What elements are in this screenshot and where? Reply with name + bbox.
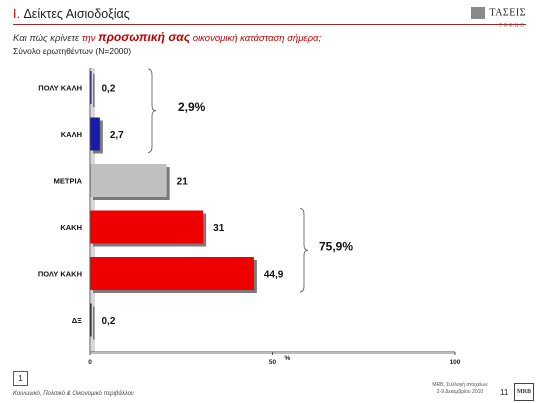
question-suffix: οικονομική κατάσταση σήμερα;: [192, 33, 322, 44]
value-label: 44,9: [264, 270, 284, 281]
group-brace: [147, 68, 157, 153]
x-tick-label: 100: [450, 359, 461, 366]
value-label: 0,2: [102, 316, 116, 327]
header-divider: [13, 24, 526, 25]
axis-shadow: [91, 68, 95, 352]
footer-section-box: 1: [13, 371, 28, 386]
page-number: 11: [500, 388, 509, 397]
bar-shadow: [93, 306, 95, 340]
bar-6: [90, 303, 92, 337]
x-unit-label: %: [285, 355, 291, 362]
value-label: 2,7: [110, 130, 124, 141]
value-label: 21: [177, 177, 189, 188]
logo-name: ΤΑΣΕΙΣ: [489, 7, 526, 19]
bar-2: [90, 117, 100, 151]
group-total-label: 75,9%: [319, 239, 353, 253]
logo-mark-icon: [470, 6, 485, 19]
bar-5: [90, 257, 254, 290]
bar-1: [90, 71, 92, 104]
question-accent: την: [81, 33, 96, 44]
question-emphasis: προσωπική σας: [98, 30, 191, 44]
bar-shadow: [93, 74, 95, 107]
category-label: ΚΑΚΗ: [60, 223, 82, 232]
category-label: ΠΟΛΥ ΚΑΛΗ: [38, 84, 82, 93]
section-title: Δείκτες Αισιοδοξίας: [23, 7, 130, 21]
page-title: I. Δείκτες Αισιοδοξίας: [13, 7, 130, 21]
mrb-logo: MRB: [514, 383, 534, 401]
x-tick-label: 50: [269, 359, 277, 366]
sample-base: Σύνολο ερωτηθέντων (Ν=2000): [13, 46, 132, 56]
category-label: ΠΟΛΥ ΚΑΚΗ: [38, 270, 82, 279]
x-tick-label: 0: [88, 359, 92, 366]
category-label: ΜΕΤΡΙΑ: [54, 177, 83, 186]
value-label: 31: [213, 223, 225, 234]
footer-left-text: Κοινωνικό, Πολιτικό & Οικονομικό περιβάλ…: [13, 391, 134, 397]
category-label: ΚΑΛΗ: [61, 130, 82, 139]
logo-sub: TREND: [498, 23, 526, 29]
question-text: Και πώς κρίνετε την προσωπική σας οικονο…: [13, 30, 321, 44]
question-prefix: Και πώς κρίνετε: [13, 33, 80, 44]
bar-4: [90, 210, 204, 244]
footer-right-text: MRB, Συλλογή στοιχείων 2-9 Δεκεμβρίου 20…: [418, 382, 502, 396]
bar-3: [90, 164, 167, 197]
footer-right-line1: MRB, Συλλογή στοιχείων: [432, 382, 488, 388]
group-brace: [299, 208, 309, 293]
value-label: 0,2: [102, 84, 116, 95]
footer-right-line2: 2-9 Δεκεμβρίου 2010: [436, 389, 484, 395]
tasis-logo: ΤΑΣΕΙΣ TREND: [456, 4, 526, 29]
section-number: I.: [13, 7, 20, 21]
category-label: ΔΞ: [72, 316, 82, 325]
group-total-label: 2,9%: [178, 100, 206, 114]
